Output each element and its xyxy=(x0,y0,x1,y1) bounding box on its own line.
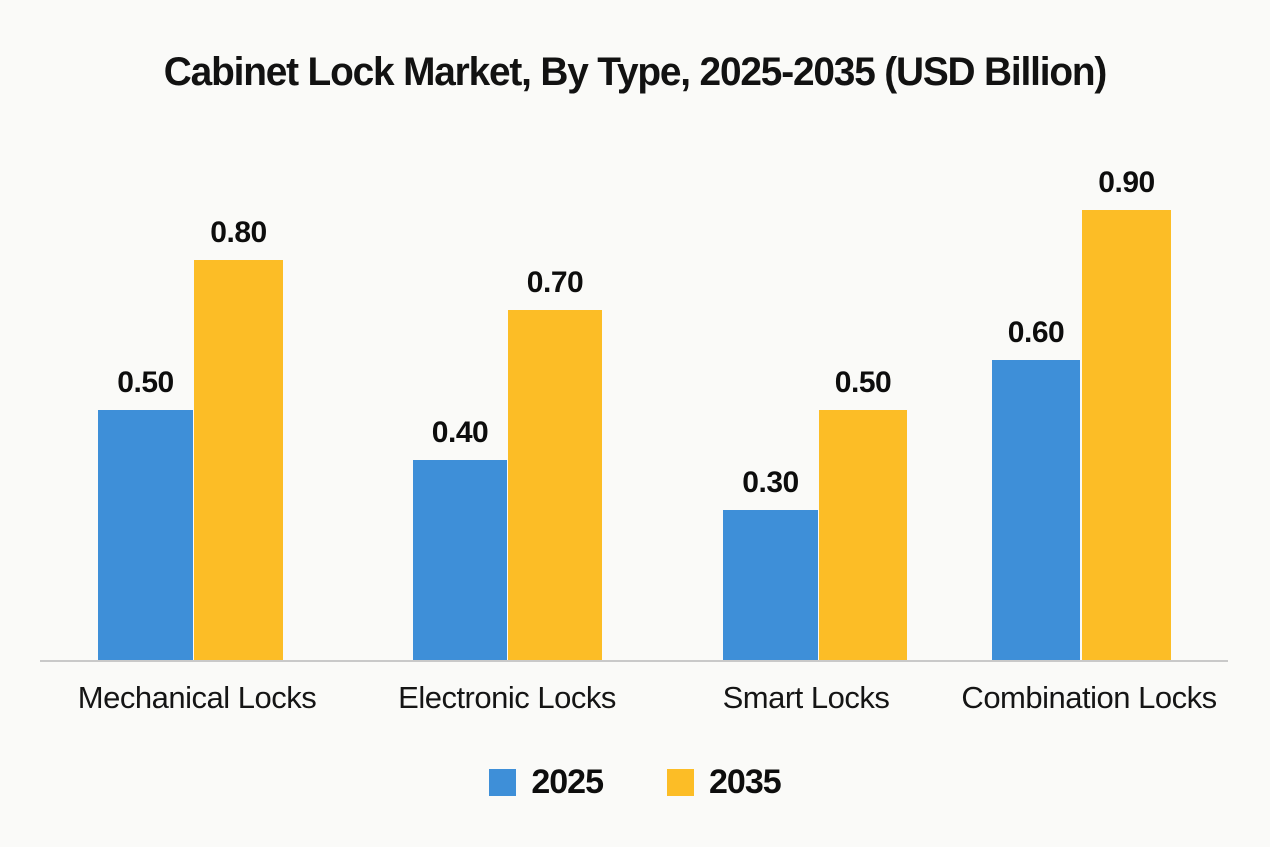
bar-group-electronic-2035: 0.70 xyxy=(508,266,602,660)
bar-group-electronic-2025: 0.40 xyxy=(413,416,507,660)
bar-group-mechanical-2035: 0.80 xyxy=(194,216,283,660)
bar-value-label: 0.50 xyxy=(834,366,892,399)
bar-value-label: 0.80 xyxy=(210,216,267,249)
x-axis-label-mechanical: Mechanical Locks xyxy=(77,680,317,715)
bar-2025-combination xyxy=(992,360,1080,660)
bar-2035-electronic xyxy=(508,310,602,660)
bar-group-combination-2035: 0.90 xyxy=(1082,166,1171,660)
chart-title: Cabinet Lock Market, By Type, 2025-2035 … xyxy=(163,50,1108,94)
bar-value-label: 0.70 xyxy=(526,266,584,299)
x-axis-line xyxy=(40,660,1228,662)
bar-value-label: 0.90 xyxy=(1098,166,1155,199)
legend-label-2035: 2035 xyxy=(709,763,782,801)
bar-2025-smart xyxy=(723,510,818,660)
legend-label-2025: 2025 xyxy=(531,763,604,801)
x-axis-label-smart: Smart Locks xyxy=(722,680,890,715)
bar-group-mechanical-2025: 0.50 xyxy=(98,366,193,660)
chart-legend: 2025 2035 xyxy=(0,763,1270,802)
bar-2035-smart xyxy=(819,410,907,660)
bar-2025-electronic xyxy=(413,460,507,660)
legend-swatch-2025 xyxy=(489,769,517,796)
x-axis-label-combination: Combination Locks xyxy=(961,680,1217,715)
legend-item-2035: 2035 xyxy=(667,763,782,802)
bar-group-smart-2035: 0.50 xyxy=(819,366,907,660)
bar-value-label: 0.40 xyxy=(431,416,489,449)
bar-2035-mechanical xyxy=(194,260,283,660)
bar-group-combination-2025: 0.60 xyxy=(992,316,1080,660)
bar-group-smart-2025: 0.30 xyxy=(723,466,818,660)
bar-2035-combination xyxy=(1082,210,1171,660)
bar-value-label: 0.30 xyxy=(742,466,799,499)
legend-item-2025: 2025 xyxy=(489,763,604,802)
x-axis-label-electronic: Electronic Locks xyxy=(398,680,616,715)
bar-value-label: 0.50 xyxy=(117,366,174,399)
bar-value-label: 0.60 xyxy=(1007,316,1065,349)
legend-swatch-2035 xyxy=(667,769,694,796)
bar-2025-mechanical xyxy=(98,410,193,660)
